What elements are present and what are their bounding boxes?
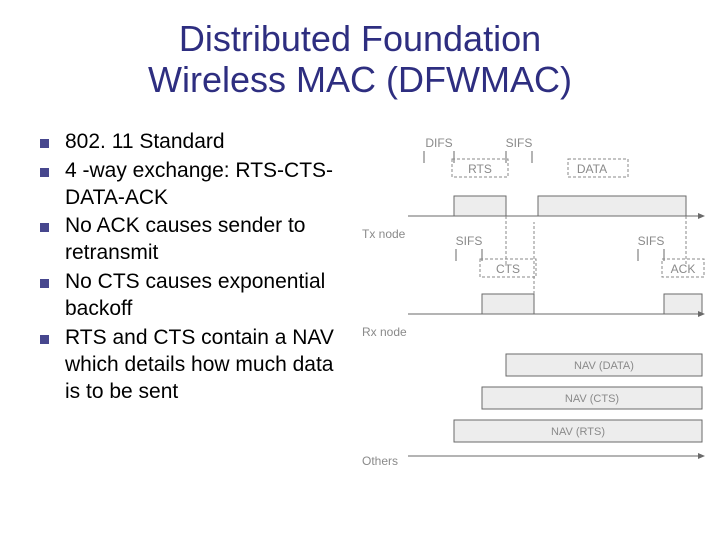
list-item: RTS and CTS contain a NAV which details …: [40, 325, 350, 406]
svg-text:RTS: RTS: [468, 162, 492, 176]
timing-diagram-svg: DIFS SIFS RTS DATA Tx node SIFS CTS SIFS ACK Rx n…: [358, 129, 708, 499]
svg-text:DIFS: DIFS: [425, 136, 452, 150]
svg-text:SIFS: SIFS: [638, 234, 665, 248]
svg-text:Tx node: Tx node: [362, 227, 406, 241]
bullet-icon: [40, 279, 49, 288]
list-item: 4 -way exchange: RTS-CTS-DATA-ACK: [40, 158, 350, 212]
bullet-text: No CTS causes exponential backoff: [65, 269, 350, 323]
title-line-1: Distributed Foundation: [179, 18, 541, 59]
bullet-icon: [40, 139, 49, 148]
bullet-text: RTS and CTS contain a NAV which details …: [65, 325, 350, 406]
bullet-icon: [40, 335, 49, 344]
bullet-text: 802. 11 Standard: [65, 129, 225, 156]
timing-diagram: DIFS SIFS RTS DATA Tx node SIFS CTS SIFS ACK Rx n…: [350, 129, 714, 499]
svg-text:SIFS: SIFS: [506, 136, 533, 150]
bullet-text: No ACK causes sender to retransmit: [65, 213, 350, 267]
svg-text:DATA: DATA: [577, 162, 607, 176]
bullet-icon: [40, 223, 49, 232]
svg-text:Rx node: Rx node: [362, 325, 407, 339]
svg-text:NAV (DATA): NAV (DATA): [574, 360, 634, 372]
svg-text:SIFS: SIFS: [456, 234, 483, 248]
bullet-list: 802. 11 Standard 4 -way exchange: RTS-CT…: [40, 129, 350, 499]
svg-text:CTS: CTS: [496, 262, 520, 276]
svg-text:ACK: ACK: [671, 262, 696, 276]
list-item: No CTS causes exponential backoff: [40, 269, 350, 323]
list-item: No ACK causes sender to retransmit: [40, 213, 350, 267]
svg-text:NAV (RTS): NAV (RTS): [551, 426, 605, 438]
slide-title: Distributed Foundation Wireless MAC (DFW…: [0, 0, 720, 101]
svg-text:Others: Others: [362, 454, 398, 468]
list-item: 802. 11 Standard: [40, 129, 350, 156]
bullet-icon: [40, 168, 49, 177]
slide-content: 802. 11 Standard 4 -way exchange: RTS-CT…: [0, 129, 720, 499]
title-line-2: Wireless MAC (DFWMAC): [148, 59, 572, 100]
bullet-text: 4 -way exchange: RTS-CTS-DATA-ACK: [65, 158, 350, 212]
svg-text:NAV (CTS): NAV (CTS): [565, 393, 619, 405]
